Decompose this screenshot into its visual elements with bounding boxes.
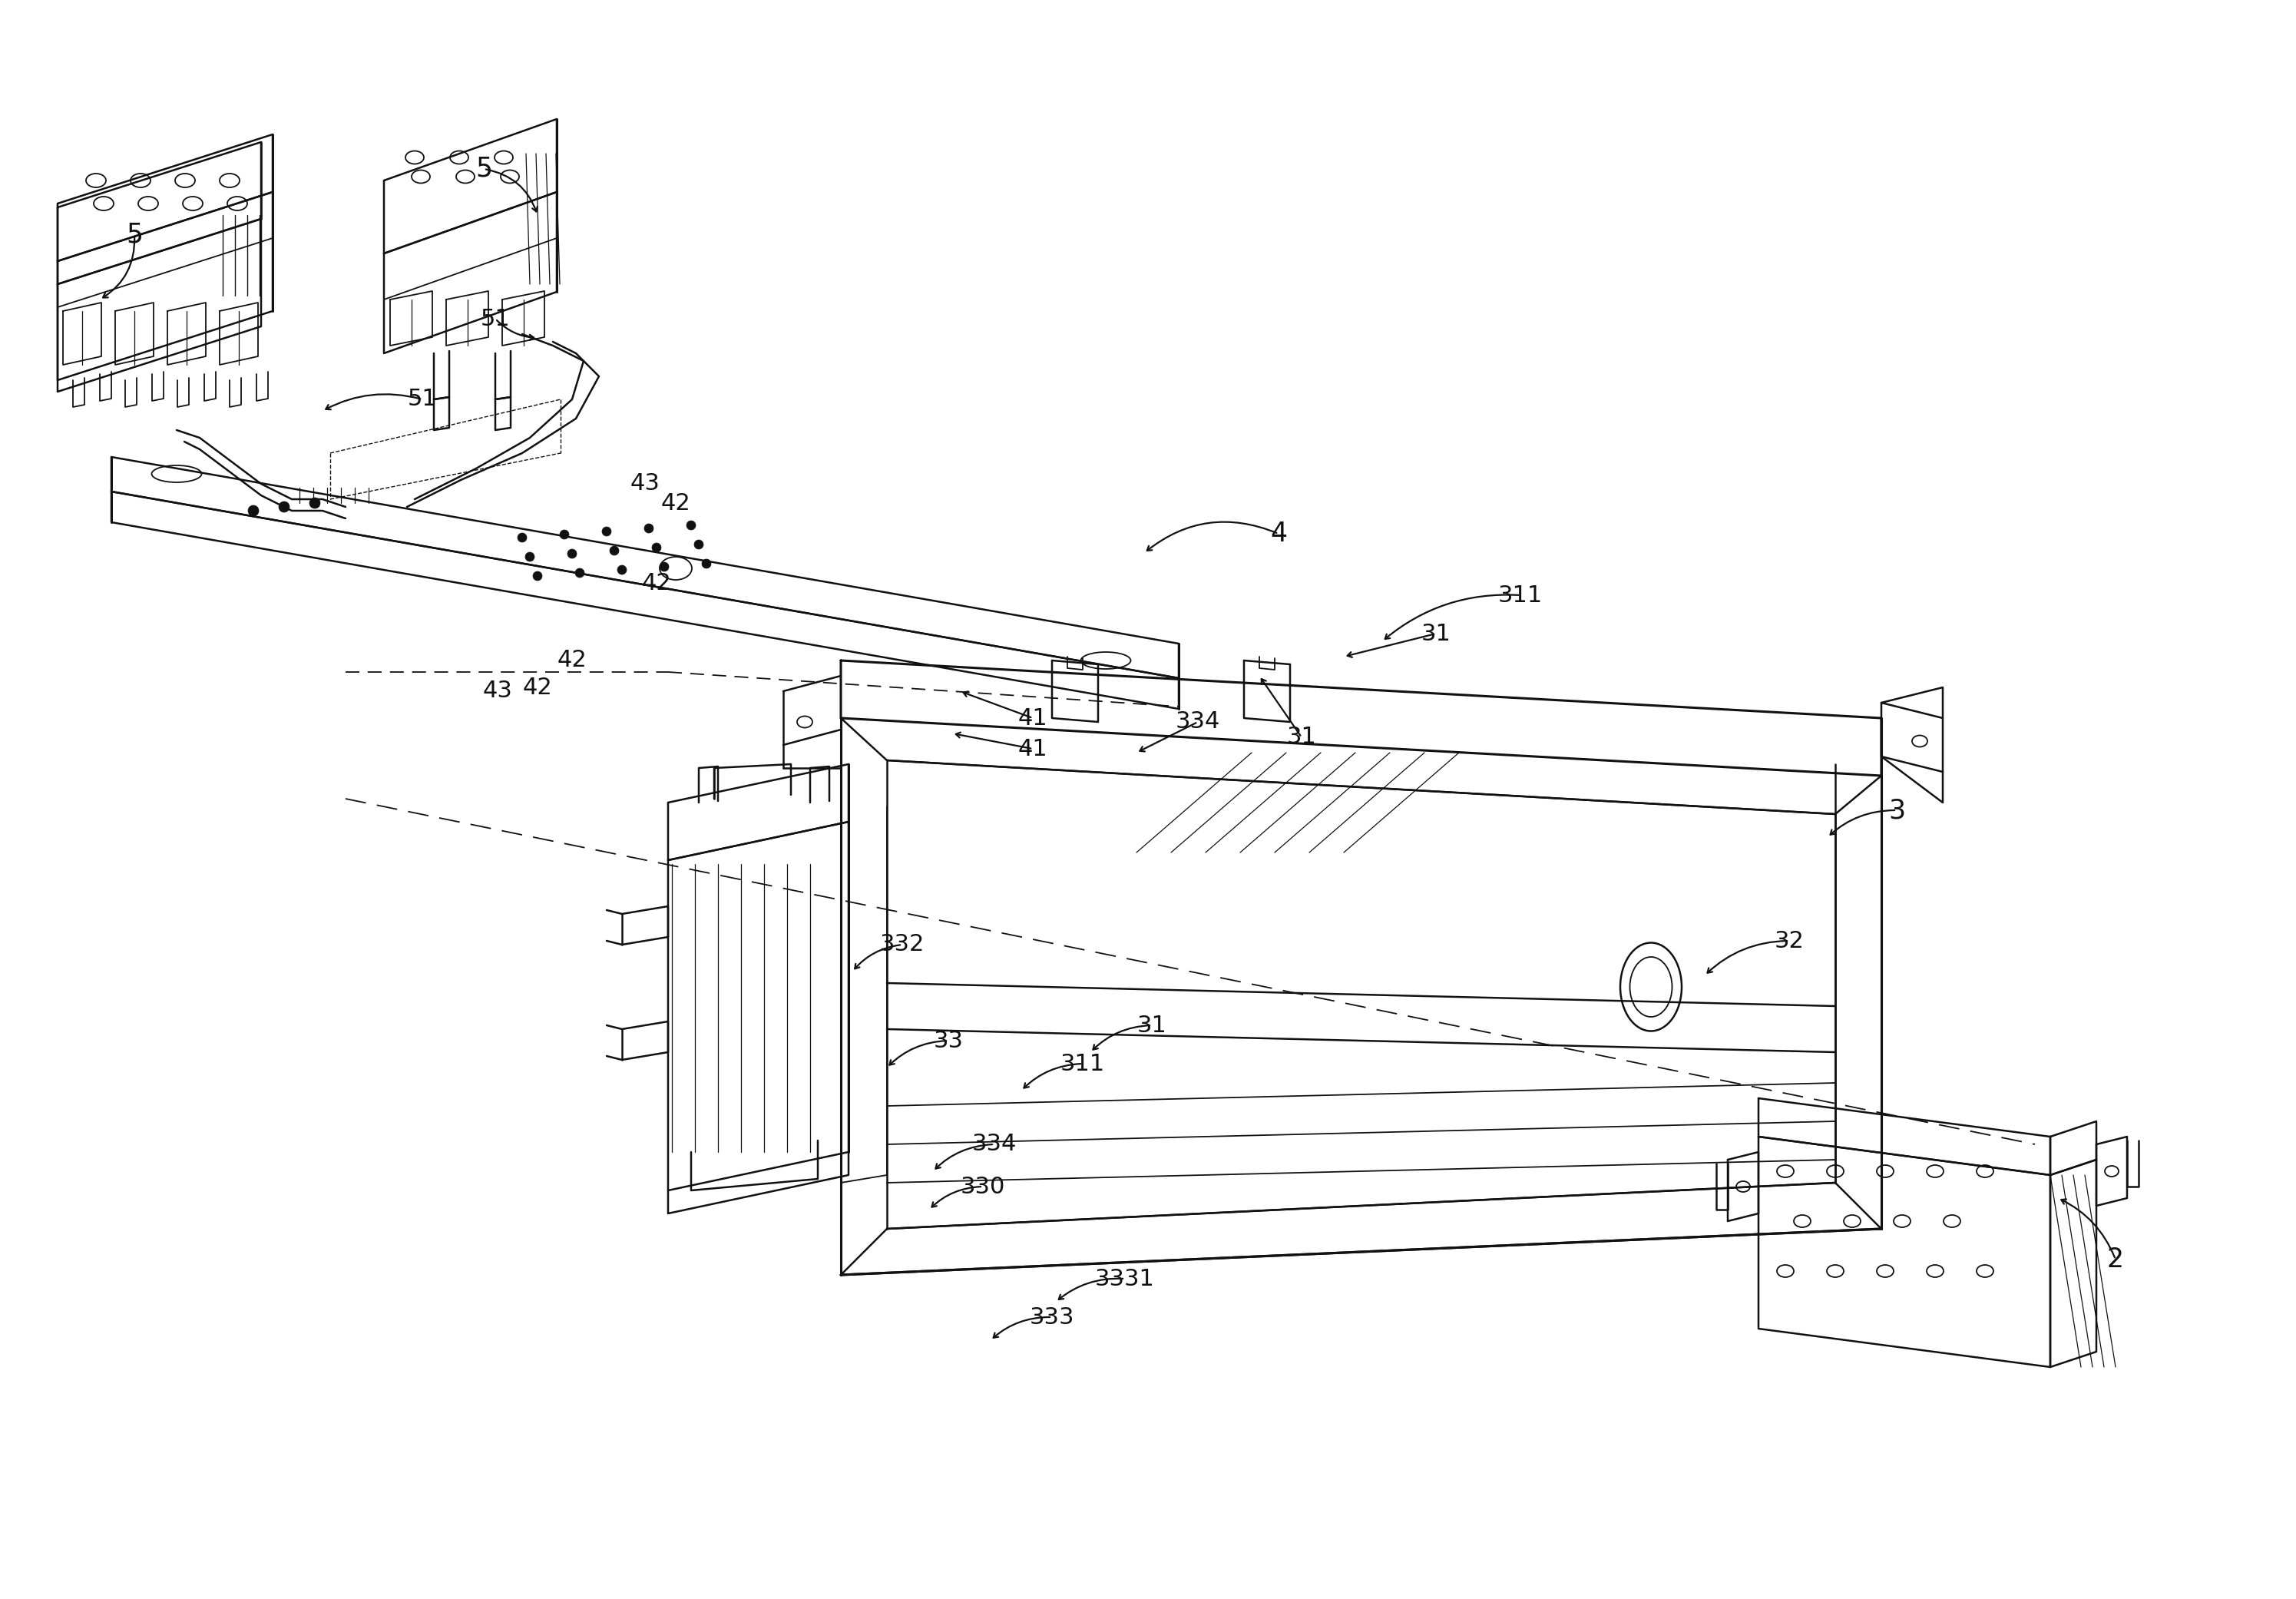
Text: 333: 333 [1029,1306,1075,1329]
Text: 41: 41 [1017,737,1047,760]
Text: 42: 42 [661,492,691,515]
Text: 332: 332 [879,934,925,956]
Text: 31: 31 [1421,622,1451,644]
Circle shape [618,566,627,574]
Text: 311: 311 [1497,584,1543,606]
Text: 51: 51 [480,307,510,329]
Text: 334: 334 [1176,712,1221,732]
Text: 33: 33 [934,1030,964,1052]
Text: 42: 42 [641,572,670,595]
Circle shape [645,524,654,532]
Text: 42: 42 [523,676,553,699]
Text: 43: 43 [629,473,659,496]
Text: 311: 311 [1061,1052,1104,1075]
Circle shape [576,568,585,577]
Circle shape [703,560,712,568]
Text: 5: 5 [475,157,491,182]
Text: 32: 32 [1775,929,1805,951]
Text: 51: 51 [406,389,436,411]
Circle shape [693,540,703,548]
Circle shape [517,532,526,542]
Circle shape [567,548,576,558]
Circle shape [652,544,661,552]
Text: 31: 31 [1286,726,1316,748]
Circle shape [687,521,696,529]
Circle shape [659,563,668,571]
Text: 334: 334 [971,1134,1017,1156]
Text: 4: 4 [1270,521,1288,547]
Text: 330: 330 [960,1175,1006,1198]
Circle shape [560,529,569,539]
Text: 31: 31 [1137,1014,1166,1036]
Circle shape [278,502,289,512]
Text: 41: 41 [1017,707,1047,729]
Circle shape [611,545,620,555]
Text: 43: 43 [482,680,512,702]
Text: 2: 2 [2108,1247,2124,1273]
Circle shape [533,571,542,580]
Text: 3: 3 [1887,798,1906,823]
Circle shape [310,497,319,508]
Text: 5: 5 [126,221,142,248]
Circle shape [602,526,611,536]
Text: 42: 42 [558,649,588,672]
Circle shape [526,552,535,561]
Circle shape [248,505,259,516]
Text: 3331: 3331 [1095,1268,1155,1290]
